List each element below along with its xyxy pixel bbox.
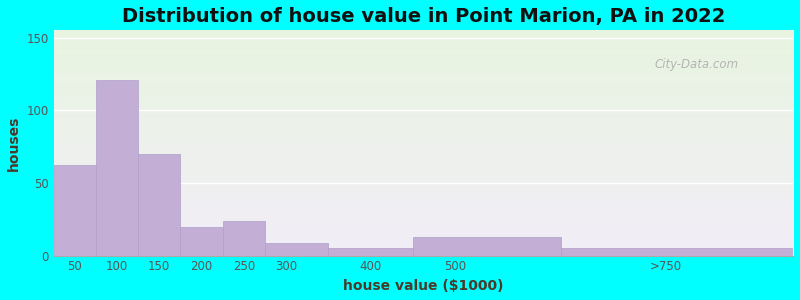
Bar bbox=[180, 226, 222, 256]
Y-axis label: houses: houses bbox=[7, 115, 21, 171]
Bar bbox=[138, 154, 180, 256]
Bar bbox=[328, 248, 413, 256]
Bar bbox=[222, 221, 265, 256]
X-axis label: house value ($1000): house value ($1000) bbox=[343, 279, 503, 293]
Bar bbox=[96, 80, 138, 256]
Title: Distribution of house value in Point Marion, PA in 2022: Distribution of house value in Point Mar… bbox=[122, 7, 725, 26]
Bar bbox=[413, 237, 561, 256]
Bar bbox=[561, 248, 793, 256]
Text: City-Data.com: City-Data.com bbox=[655, 58, 739, 70]
Bar bbox=[54, 166, 96, 256]
Bar bbox=[265, 243, 328, 256]
